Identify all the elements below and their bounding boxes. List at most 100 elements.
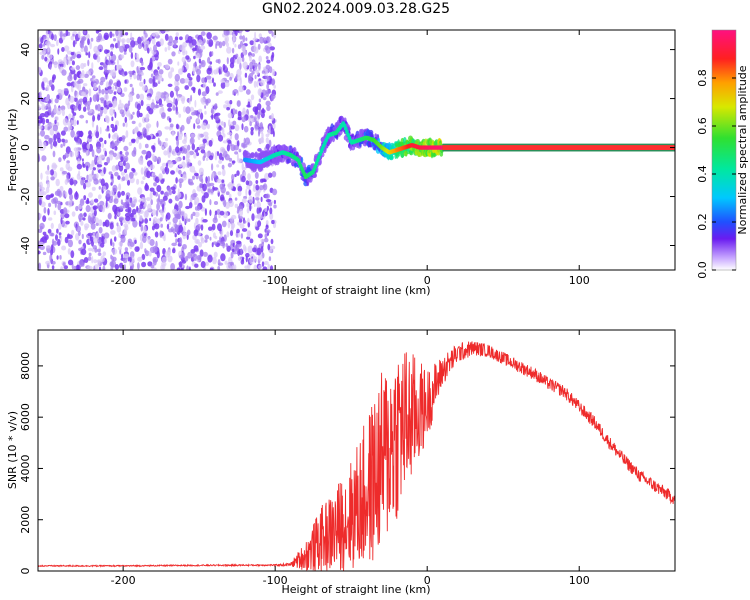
- noise-speckle: [70, 51, 75, 56]
- noise-speckle: [60, 266, 64, 270]
- noise-speckle: [218, 68, 221, 75]
- noise-speckle: [139, 93, 145, 102]
- spectrogram-x-label: Height of straight line (km): [281, 284, 430, 297]
- noise-speckle: [72, 119, 77, 127]
- noise-speckle: [235, 231, 241, 238]
- noise-speckle: [142, 127, 147, 134]
- noise-speckle: [169, 90, 174, 98]
- noise-speckle: [136, 131, 141, 137]
- noise-speckle: [233, 144, 239, 151]
- noise-speckle: [73, 265, 77, 270]
- noise-speckle: [102, 265, 106, 270]
- noise-speckle: [118, 241, 123, 247]
- ridge-halo: [335, 134, 339, 140]
- noise-speckle: [122, 160, 126, 167]
- noise-speckle: [38, 111, 41, 117]
- noise-speckle: [230, 57, 235, 65]
- noise-speckle: [202, 138, 207, 144]
- noise-speckle: [241, 257, 244, 262]
- noise-speckle: [171, 189, 176, 195]
- noise-speckle: [149, 217, 152, 222]
- noise-speckle: [196, 239, 199, 244]
- noise-speckle: [50, 232, 55, 237]
- colorbar-axis: 0.0 0.2 0.4 0.6 0.8: [696, 69, 736, 279]
- noise-speckle: [271, 79, 275, 86]
- noise-speckle: [259, 89, 262, 97]
- noise-speckle: [262, 96, 267, 101]
- noise-speckle: [207, 175, 211, 183]
- noise-speckle: [218, 125, 222, 131]
- noise-speckle: [246, 207, 250, 214]
- noise-speckle: [118, 246, 122, 251]
- noise-speckle: [256, 247, 262, 256]
- snr-x-tick-label: 0: [424, 574, 431, 587]
- noise-speckle: [249, 258, 254, 265]
- noise-speckle: [81, 233, 84, 240]
- noise-speckle: [228, 200, 234, 208]
- noise-speckle: [69, 194, 74, 201]
- noise-speckle: [43, 141, 47, 149]
- noise-speckle: [172, 105, 176, 111]
- snr-y-tick-label: 0: [19, 568, 32, 575]
- noise-speckle: [197, 160, 202, 166]
- noise-speckle: [178, 132, 184, 138]
- noise-speckle: [138, 214, 143, 222]
- noise-speckle: [149, 191, 153, 200]
- noise-speckle: [200, 112, 204, 120]
- noise-speckle: [99, 81, 104, 86]
- noise-speckle: [229, 134, 233, 140]
- noise-speckle: [145, 116, 149, 123]
- snr-frame: [37, 329, 676, 572]
- noise-speckle: [194, 211, 200, 218]
- noise-speckle: [130, 52, 134, 59]
- noise-speckle: [132, 219, 138, 228]
- noise-speckle: [136, 178, 140, 185]
- noise-speckle: [89, 235, 92, 242]
- noise-speckle: [178, 163, 183, 168]
- noise-speckle: [168, 71, 173, 79]
- noise-speckle: [45, 245, 51, 249]
- noise-speckle: [200, 261, 206, 268]
- noise-speckle: [92, 115, 96, 122]
- noise-speckle: [63, 62, 66, 68]
- noise-speckle: [192, 87, 196, 94]
- noise-speckle: [40, 172, 43, 180]
- noise-speckle: [207, 57, 211, 64]
- noise-speckle: [160, 209, 163, 216]
- noise-speckle: [67, 239, 73, 248]
- noise-speckle: [168, 117, 172, 123]
- noise-speckle: [76, 120, 79, 125]
- noise-speckle: [38, 125, 43, 130]
- noise-speckle: [219, 183, 225, 190]
- noise-speckle: [161, 162, 167, 167]
- noise-speckle: [160, 223, 163, 228]
- noise-speckle: [49, 54, 53, 60]
- ridge-halo: [254, 152, 258, 159]
- noise-speckle: [220, 253, 226, 262]
- noise-speckle: [154, 104, 160, 109]
- noise-speckle: [83, 45, 88, 53]
- snr-series-line: [38, 341, 675, 571]
- noise-speckle: [91, 75, 96, 79]
- noise-speckle: [70, 129, 75, 138]
- noise-speckle: [114, 264, 120, 270]
- noise-speckle: [147, 64, 153, 71]
- noise-speckle: [103, 167, 106, 175]
- noise-speckle: [147, 236, 151, 244]
- noise-speckle: [265, 137, 269, 144]
- noise-speckle: [238, 148, 242, 153]
- noise-speckle: [245, 255, 248, 263]
- noise-speckle: [209, 182, 215, 187]
- noise-speckle: [88, 51, 91, 59]
- noise-speckle: [43, 35, 47, 39]
- noise-speckle: [253, 40, 256, 48]
- noise-speckle: [78, 170, 81, 177]
- noise-speckle: [215, 115, 220, 121]
- noise-speckle: [114, 111, 117, 119]
- noise-speckle: [82, 149, 87, 153]
- noise-speckle: [131, 87, 134, 94]
- noise-speckle: [70, 67, 76, 71]
- noise-speckle: [151, 145, 155, 150]
